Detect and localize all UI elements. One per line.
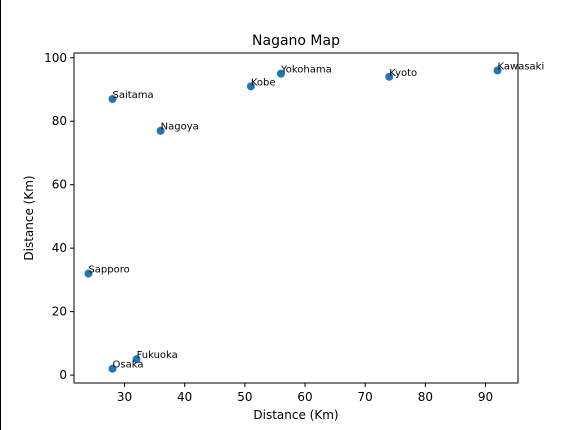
x-tick-label: 70	[358, 390, 373, 404]
data-point-label: Fukuoka	[137, 350, 178, 361]
data-point	[276, 69, 285, 78]
data-point	[132, 355, 141, 364]
plot-area	[73, 52, 519, 384]
y-tick-label: 60	[52, 178, 67, 192]
y-tick-label: 100	[44, 51, 67, 65]
data-point-label: Sapporo	[88, 265, 129, 276]
x-tick-label: 90	[478, 390, 493, 404]
x-axis: 30 40 50 60 70 80 90	[117, 383, 493, 404]
y-tick-label: 80	[52, 114, 67, 128]
data-point-label: Saitama	[113, 90, 154, 101]
data-point-label: Osaka	[113, 360, 144, 371]
data-point-label: Yokohama	[280, 65, 332, 76]
x-tick-label: 80	[418, 390, 433, 404]
data-point	[108, 364, 117, 373]
data-point-label: Nagoya	[161, 122, 199, 133]
data-point-label: Kawasaki	[498, 61, 545, 72]
data-point-label: Kyoto	[389, 68, 417, 79]
y-tick-label: 20	[52, 305, 67, 319]
y-tick-label: 40	[52, 241, 67, 255]
data-point	[246, 82, 255, 91]
data-point	[156, 126, 165, 135]
data-point	[84, 269, 93, 278]
data-point	[108, 95, 117, 104]
x-axis-label: Distance (Km)	[253, 408, 338, 422]
x-tick-label: 50	[237, 390, 252, 404]
window-left-border	[0, 0, 1, 430]
y-axis-label: Distance (Km)	[22, 175, 36, 260]
x-tick-label: 40	[177, 390, 192, 404]
x-tick-label: 30	[117, 390, 132, 404]
data-points: Kawasaki Yokohama Kyoto Kobe Saitama Nagoya Sa…	[84, 61, 545, 373]
data-point	[385, 72, 394, 81]
data-point-label: Kobe	[251, 77, 276, 88]
data-point	[493, 66, 502, 75]
x-tick-label: 60	[297, 390, 312, 404]
y-tick-label: 0	[59, 368, 67, 382]
chart-title: Nagano Map	[252, 33, 340, 49]
y-axis: 0 20 40 60 80 100	[44, 51, 74, 382]
